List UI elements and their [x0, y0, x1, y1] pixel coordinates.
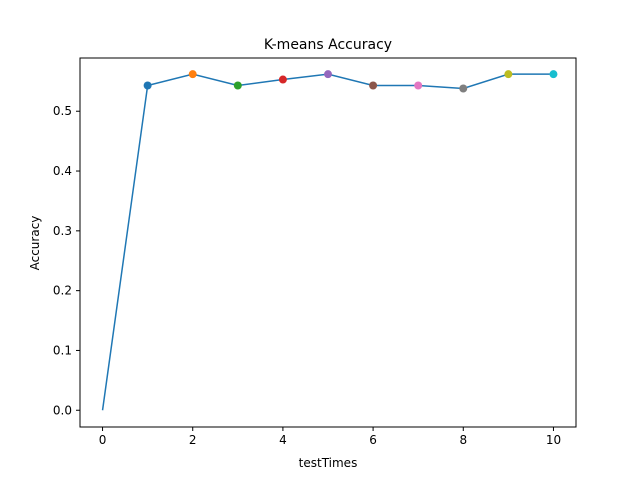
y-tick-label: 0.3: [53, 224, 72, 238]
data-point-marker: [233, 81, 242, 90]
y-tick-label: 0.2: [53, 284, 72, 298]
x-tick-label: 2: [189, 433, 197, 447]
data-point-marker: [324, 70, 332, 79]
data-point-marker: [369, 81, 378, 90]
x-tick-label: 0: [99, 433, 107, 447]
x-tick-label: 8: [459, 433, 467, 447]
data-point-marker: [278, 75, 287, 84]
series-line: [101, 73, 554, 411]
markers-layer: [143, 70, 558, 93]
x-tick-label: 4: [279, 433, 287, 447]
ticks-layer: 0 2 4 6 8 10 0.0 0.1 0.2 0.3 0.4 0.5: [53, 104, 561, 447]
y-tick-label: 0.4: [53, 164, 72, 178]
data-point-marker: [549, 70, 558, 79]
y-tick-label: 0.0: [53, 403, 72, 417]
data-point-marker: [504, 70, 513, 79]
y-tick-label: 0.1: [53, 343, 72, 357]
y-tick-label: 0.5: [53, 104, 72, 118]
data-point-marker: [459, 84, 468, 93]
x-tick-label: 10: [546, 433, 561, 447]
x-axis-label: testTimes: [299, 456, 358, 470]
plot-frame: [79, 57, 577, 428]
chart-title: K-means Accuracy: [264, 37, 392, 53]
data-point-marker: [143, 81, 152, 90]
y-axis-label: Accuracy: [28, 216, 42, 271]
axes-layer: [79, 57, 577, 428]
x-tick-label: 6: [369, 433, 377, 447]
data-point-marker: [188, 70, 197, 79]
data-point-marker: [414, 81, 423, 90]
